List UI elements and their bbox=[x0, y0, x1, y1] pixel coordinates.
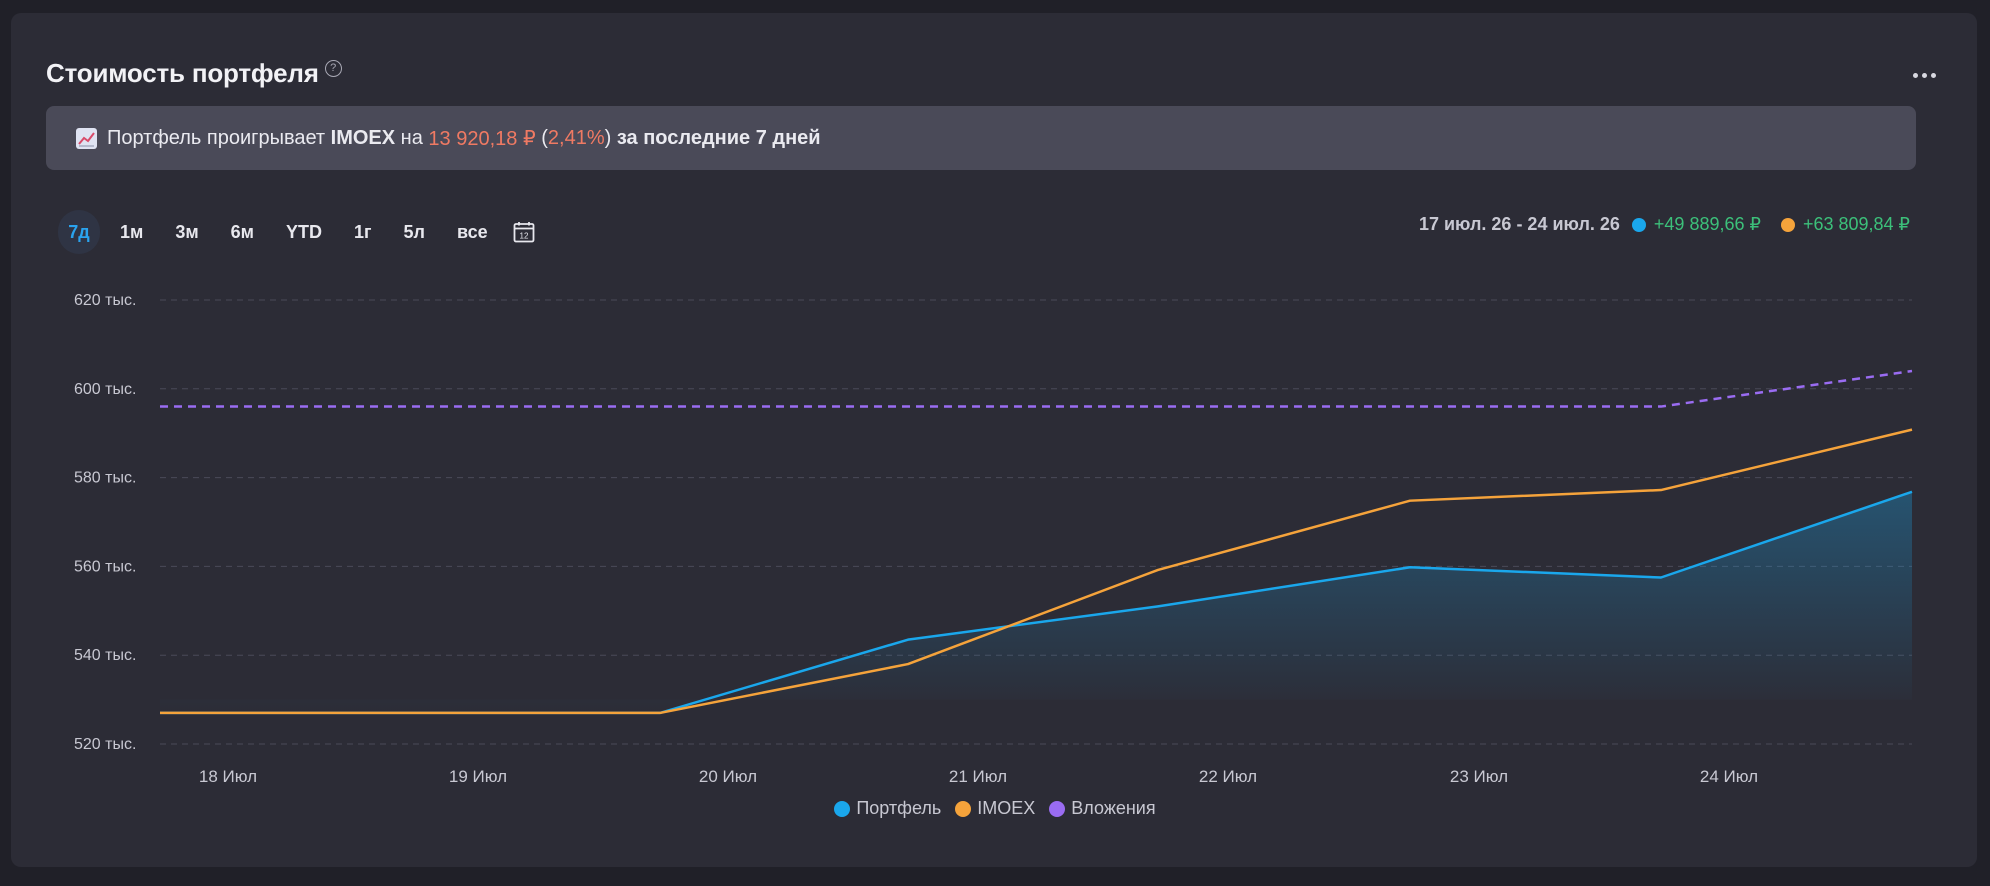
period-all[interactable]: все bbox=[456, 222, 488, 242]
calendar-icon[interactable]: 12 bbox=[512, 220, 536, 244]
question-circle-icon[interactable]: ? bbox=[324, 60, 342, 77]
imoex-dot bbox=[1780, 217, 1795, 232]
legend-item-portfolio[interactable]: Портфель bbox=[834, 798, 941, 819]
banner-text-after: за последние 7 дней bbox=[616, 126, 821, 149]
x-tick-label: 18 Июл bbox=[199, 767, 257, 786]
comparison-banner: Портфель проигрывает IMOEX на 13 920,18 … bbox=[46, 106, 1916, 170]
y-tick-label: 560 тыс. bbox=[74, 558, 136, 575]
banner-amount: 13 920,18 ₽ bbox=[428, 127, 536, 150]
legend-dot-imoex bbox=[955, 800, 972, 817]
period-5y[interactable]: 5л bbox=[403, 222, 425, 242]
portfolio-gain: +49 889,66 ₽ bbox=[1653, 214, 1761, 234]
chart-up-icon bbox=[76, 127, 97, 149]
x-tick-label: 19 Июл bbox=[449, 767, 507, 786]
banner-index-name: IMOEX bbox=[330, 126, 396, 149]
card-header: Стоимость портфеля ? bbox=[46, 58, 342, 89]
y-tick-label: 620 тыс. bbox=[74, 292, 136, 309]
y-tick-label: 600 тыс. bbox=[74, 381, 136, 398]
banner-paren-close: ) bbox=[604, 126, 612, 149]
series-line-imoex bbox=[160, 428, 1913, 715]
legend-label-portfolio: Портфель bbox=[856, 798, 942, 818]
y-tick-label: 540 тыс. bbox=[74, 647, 136, 664]
period-1m[interactable]: 1м bbox=[120, 222, 144, 242]
x-tick-label: 23 Июл bbox=[1450, 767, 1508, 786]
chart-legend: Портфель IMOEX Вложения bbox=[0, 798, 1990, 819]
period-6m[interactable]: 6м bbox=[230, 222, 254, 242]
portfolio-dot bbox=[1631, 217, 1646, 232]
portfolio-area bbox=[160, 491, 1912, 713]
legend-item-imoex[interactable]: IMOEX bbox=[955, 798, 1035, 819]
period-7d[interactable]: 7д bbox=[58, 210, 100, 254]
period-3m[interactable]: 3м bbox=[175, 222, 199, 242]
svg-text:12: 12 bbox=[519, 232, 528, 241]
x-tick-label: 21 Июл bbox=[949, 767, 1007, 786]
banner-text-on: на bbox=[400, 126, 423, 149]
banner-percent: 2,41% bbox=[547, 126, 605, 149]
legend-label-imoex: IMOEX bbox=[977, 798, 1036, 818]
period-summary: 17 июл. 26 - 24 июл. 26 +49 889,66 ₽ +63… bbox=[1419, 214, 1910, 235]
x-tick-label: 20 Июл bbox=[699, 767, 757, 786]
x-tick-label: 22 Июл bbox=[1199, 767, 1257, 786]
y-tick-label: 580 тыс. bbox=[74, 470, 136, 487]
series-line-investments bbox=[160, 369, 1913, 408]
more-options-button[interactable] bbox=[1904, 60, 1944, 90]
banner-text-before: Портфель проигрывает bbox=[107, 126, 326, 149]
period-1y[interactable]: 1г bbox=[353, 222, 372, 242]
legend-dot-investments bbox=[1049, 800, 1066, 817]
legend-label-investments: Вложения bbox=[1071, 798, 1156, 818]
legend-dot-portfolio bbox=[834, 800, 851, 817]
period-selector: 7д 1м 3м 6м YTD 1г 5л все 12 bbox=[58, 210, 536, 254]
legend-item-investments[interactable]: Вложения bbox=[1049, 798, 1156, 819]
date-range: 17 июл. 26 - 24 июл. 26 bbox=[1418, 214, 1620, 234]
x-tick-label: 24 Июл bbox=[1700, 767, 1758, 786]
y-tick-label: 520 тыс. bbox=[74, 736, 136, 753]
period-ytd[interactable]: YTD bbox=[285, 222, 322, 242]
ellipsis-icon bbox=[1912, 72, 1918, 78]
imoex-gain: +63 809,84 ₽ bbox=[1802, 214, 1910, 234]
banner-paren-open: ( bbox=[541, 126, 548, 149]
page-title: Стоимость портфеля bbox=[46, 58, 319, 88]
